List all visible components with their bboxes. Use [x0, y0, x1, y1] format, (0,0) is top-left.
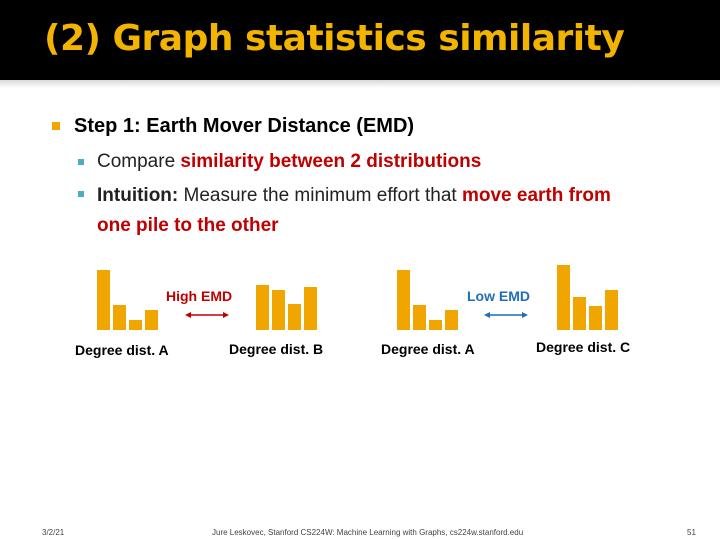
degree-bar	[129, 320, 142, 330]
sub-bullet-intuition-cont: one pile to the other	[97, 211, 279, 241]
high-emd-label: High EMD	[166, 288, 233, 304]
degree-bar	[97, 270, 110, 330]
degree-bar	[256, 285, 269, 330]
bullet-marker	[52, 122, 60, 130]
caption-degree-dist-a-2: Degree dist. A	[381, 341, 475, 357]
sub2-red-1: move earth from	[461, 185, 611, 206]
low-emd-arrow	[484, 312, 528, 318]
title-rule	[0, 80, 720, 88]
sub2-plain: Measure the minimum effort that	[178, 185, 462, 206]
sub2-red-2: one pile to the other	[97, 215, 279, 236]
degree-bar	[113, 305, 126, 330]
title-bar	[0, 0, 720, 80]
bullet-main: Step 1: Earth Mover Distance (EMD)	[74, 115, 415, 137]
sub-bullet-marker	[78, 191, 84, 197]
degree-bar	[413, 305, 426, 330]
footer-page: 51	[687, 528, 696, 537]
sub1-plain: Compare	[97, 151, 181, 172]
high-emd-arrow	[185, 312, 229, 318]
caption-degree-dist-b: Degree dist. B	[229, 341, 324, 357]
degree-bar	[288, 304, 301, 330]
sub1-red: similarity between 2 distributions	[180, 151, 482, 172]
caption-degree-dist-a-1: Degree dist. A	[75, 342, 169, 358]
sub-bullet-compare: Compare similarity between 2 distributio…	[97, 147, 481, 177]
sub-bullet-intuition: Intuition: Measure the minimum effort th…	[97, 181, 611, 211]
sub-bullet-marker	[78, 159, 84, 165]
degree-bar	[605, 290, 618, 330]
degree-bar	[429, 320, 442, 330]
degree-bar	[445, 310, 458, 330]
degree-bar	[272, 290, 285, 330]
slide-title: (2) Graph statistics similarity	[44, 18, 625, 59]
caption-degree-dist-c: Degree dist. C	[536, 339, 631, 355]
degree-bar	[397, 270, 410, 330]
footer-date: 3/2/21	[42, 528, 65, 537]
sub2-bold: Intuition:	[97, 185, 179, 206]
footer-credit: Jure Leskovec, Stanford CS224W: Machine …	[212, 528, 524, 537]
degree-bar	[145, 310, 158, 330]
degree-bar	[557, 265, 570, 330]
degree-bar	[304, 287, 317, 330]
degree-bar	[589, 306, 602, 330]
low-emd-label: Low EMD	[467, 288, 530, 304]
degree-bar	[573, 297, 586, 330]
